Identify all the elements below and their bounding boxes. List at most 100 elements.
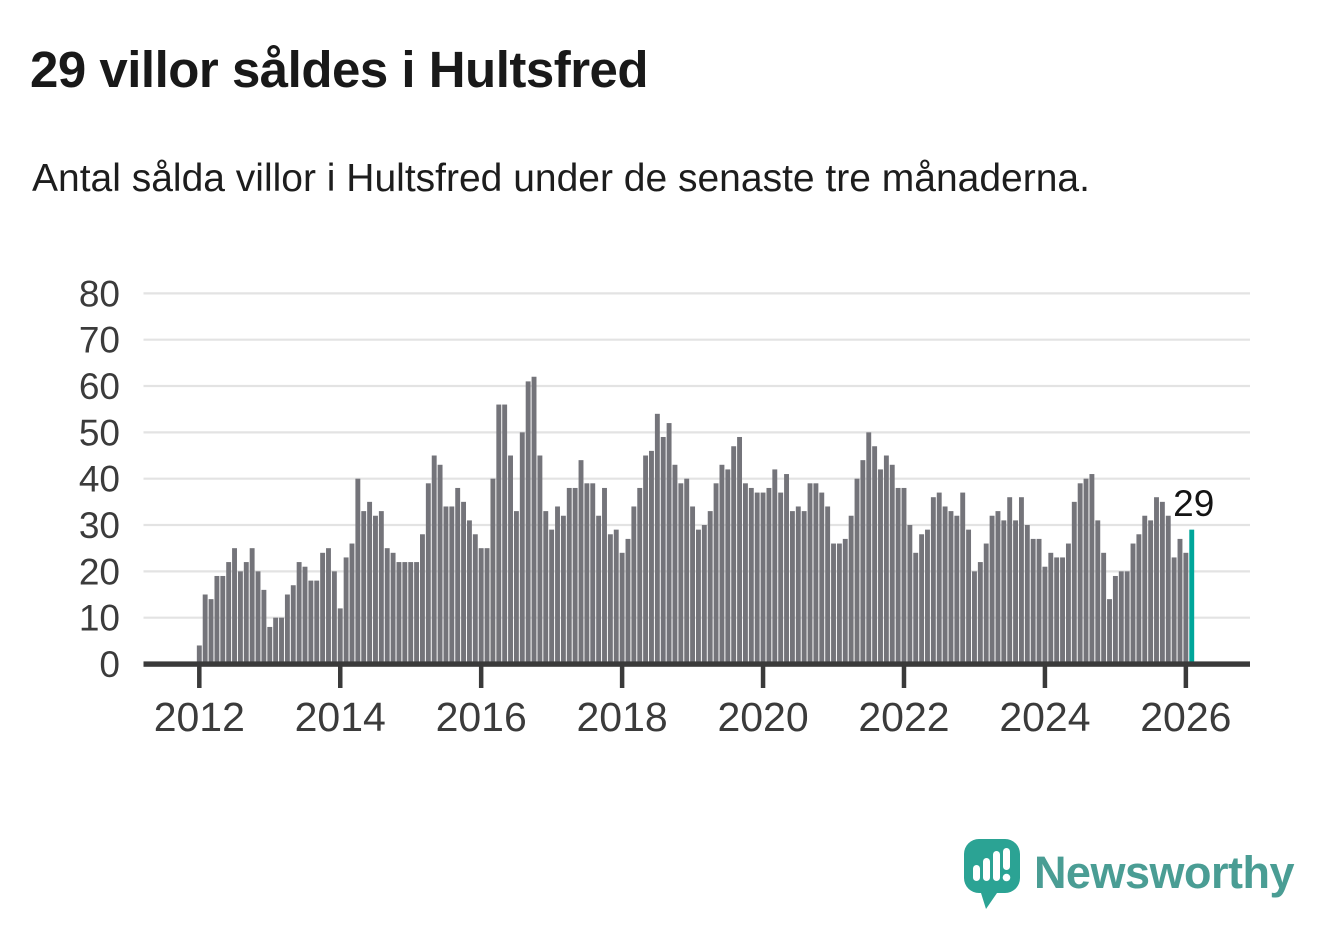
bar (1048, 552, 1054, 664)
bar (208, 599, 214, 664)
bar (202, 594, 208, 664)
bar (1136, 534, 1142, 664)
bar (1054, 557, 1060, 664)
bar (572, 487, 578, 664)
bar (519, 432, 525, 664)
bar (396, 562, 402, 664)
bar (555, 506, 560, 664)
bar (243, 562, 249, 664)
logo-bar-2 (982, 858, 990, 881)
bar (813, 483, 819, 664)
bar (619, 552, 625, 664)
bar (584, 483, 590, 664)
bar (196, 645, 202, 664)
bar (1013, 520, 1019, 664)
bar (502, 404, 508, 664)
x-axis-tick-label: 2020 (717, 694, 808, 740)
bar (807, 483, 813, 664)
y-axis-tick-label: 10 (79, 598, 120, 639)
logo-exclamation-dot (1002, 873, 1011, 882)
bar (226, 562, 232, 664)
bar (1171, 557, 1177, 664)
bar (420, 534, 425, 664)
highlighted-bar-latest (1189, 529, 1195, 664)
bar (925, 529, 930, 664)
bar (936, 492, 942, 664)
bar (795, 506, 801, 664)
bar (672, 464, 678, 664)
bar (942, 506, 948, 664)
bar (373, 515, 378, 664)
newsworthy-logo-icon (963, 839, 1020, 909)
bar (725, 469, 731, 664)
bar (1154, 497, 1159, 664)
bar (819, 492, 825, 664)
bar (1177, 538, 1183, 664)
bar (1107, 599, 1112, 664)
bar (284, 594, 290, 664)
bar (1060, 557, 1065, 664)
x-axis-tick-label: 2024 (999, 694, 1090, 740)
bar (296, 562, 302, 664)
bar (907, 525, 913, 664)
bar (719, 464, 725, 664)
bar (643, 455, 649, 664)
chart-subtitle: Antal sålda villor i Hultsfred under de … (32, 157, 1090, 200)
bar (983, 543, 989, 664)
bar (1159, 501, 1165, 665)
bar (331, 571, 337, 664)
bar (613, 529, 619, 664)
bar (789, 511, 795, 664)
bar (320, 552, 326, 664)
y-axis-tick-label: 60 (79, 366, 120, 407)
bar (831, 543, 836, 664)
y-axis-tick-label: 40 (79, 459, 120, 500)
x-axis-tick-label: 2016 (436, 694, 527, 740)
bar (355, 478, 361, 664)
bar (977, 562, 983, 664)
x-axis-tick-label: 2026 (1140, 694, 1231, 740)
bar (649, 450, 654, 664)
speech-bubble-shape (963, 839, 1020, 909)
y-axis-tick-label: 80 (79, 273, 120, 314)
logo-bar-3 (992, 851, 1000, 881)
bar (1042, 566, 1048, 664)
bar (308, 580, 314, 664)
bar (1148, 520, 1154, 664)
bar (437, 464, 443, 664)
bar (895, 487, 901, 664)
bar (701, 525, 707, 664)
bar (472, 534, 478, 664)
bar (361, 511, 367, 664)
bar (466, 520, 472, 664)
bar (343, 557, 349, 664)
bar (625, 538, 631, 664)
bar (742, 483, 748, 664)
bar (1036, 538, 1042, 664)
x-axis-tick-label: 2018 (577, 694, 668, 740)
y-axis-tick-label: 50 (79, 412, 120, 453)
bar (566, 487, 572, 664)
bar (1065, 543, 1071, 664)
bar (513, 511, 519, 664)
bar (249, 548, 255, 664)
bar (402, 562, 408, 664)
bar (490, 478, 496, 664)
bar (337, 608, 343, 664)
bar (314, 580, 320, 664)
bar (1083, 478, 1089, 664)
bar (772, 469, 778, 664)
bar (919, 534, 925, 664)
bar (1018, 497, 1024, 664)
bar (766, 487, 772, 664)
bar (1095, 520, 1101, 664)
bar (1101, 552, 1107, 664)
y-axis-tick-label: 30 (79, 505, 120, 546)
bar (1089, 474, 1095, 664)
bar (431, 455, 437, 664)
bar (754, 492, 760, 664)
bar (960, 492, 966, 664)
bar (279, 617, 284, 664)
bar (1024, 525, 1030, 664)
bar (825, 506, 831, 664)
